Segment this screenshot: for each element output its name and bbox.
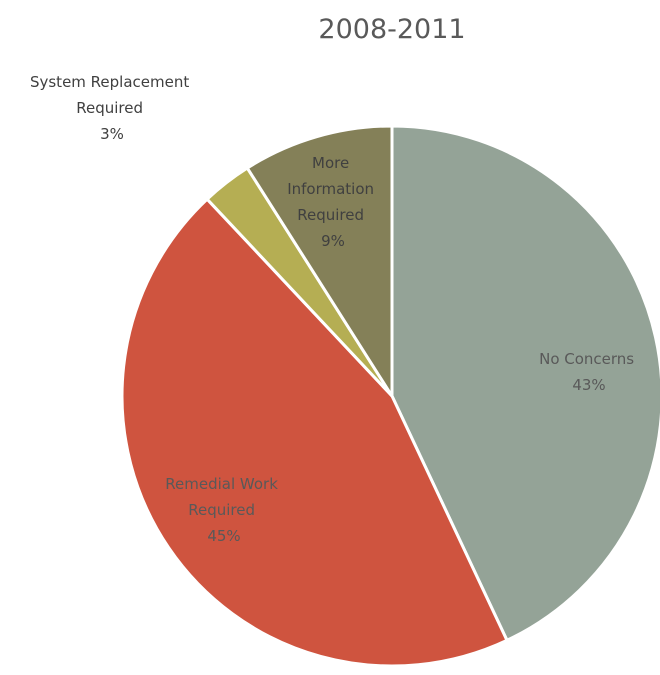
slice-label-no-concerns: No Concerns 43% xyxy=(539,350,639,394)
slice-label-system-line2: Required xyxy=(76,99,143,117)
slice-label-system-line1: System Replacement xyxy=(30,73,189,91)
svg-text:No Concerns 43%: No Concerns 43% xyxy=(539,350,639,394)
pie-slice-more-information xyxy=(245,124,394,398)
slice-label-more-line2: Information xyxy=(287,180,374,198)
slice-label-no-concerns-percent: 43% xyxy=(572,376,605,394)
pie-slices xyxy=(120,124,660,668)
svg-text:System Replacement Requi: System Replacement Required 3% xyxy=(30,73,194,143)
slice-label-no-concerns-name: No Concerns xyxy=(539,350,634,368)
chart-title: 2008-2011 xyxy=(318,14,465,45)
svg-text:Remedial Work Required: Remedial Work Required 45% xyxy=(165,475,282,545)
svg-text:More Information R: More Information Required 9% xyxy=(287,154,379,250)
slice-label-remedial-work: Remedial Work Required 45% xyxy=(165,475,282,545)
slice-label-more-line3: Required xyxy=(297,206,364,224)
slice-label-remedial-percent: 45% xyxy=(207,527,240,545)
slice-label-more-percent: 9% xyxy=(321,232,345,250)
slice-label-remedial-line2: Required xyxy=(188,501,255,519)
slice-label-remedial-line1: Remedial Work xyxy=(165,475,278,493)
slice-label-more-information: More Information Required 9% xyxy=(287,154,379,250)
slice-label-system-replacement: System Replacement Required 3% xyxy=(30,73,194,143)
slice-label-system-percent: 3% xyxy=(100,125,124,143)
slice-label-more-line1: More xyxy=(312,154,349,172)
pie-slice-no-concerns xyxy=(390,124,660,642)
pie-slice-remedial-work xyxy=(120,197,509,668)
